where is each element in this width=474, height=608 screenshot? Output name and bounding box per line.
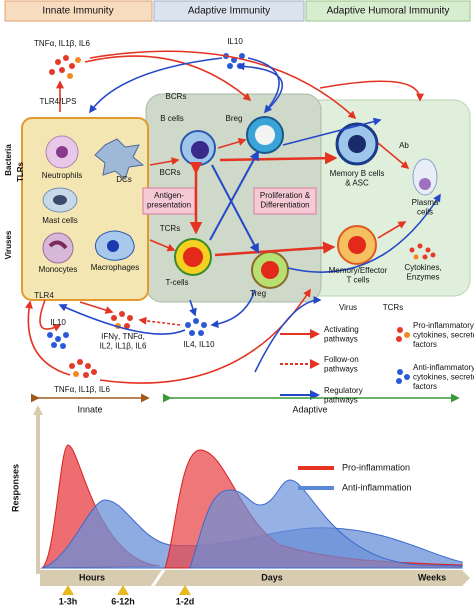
anti-label: cytokines, secretory	[413, 373, 474, 382]
memory-b-label: & ASC	[345, 179, 369, 188]
follow-label: Follow-on	[324, 355, 359, 364]
innate-label: Innate	[77, 404, 102, 414]
bcrs-top-label: BCRs	[166, 92, 187, 101]
tlr4-lps-label: TLR4/LPS	[40, 97, 77, 106]
tnf-top-label: TNFα, IL1β, IL6	[34, 39, 90, 48]
plasma-label: Plasma	[412, 198, 439, 207]
ifn-label: IL2, IL1β, IL6	[100, 342, 147, 351]
innate-label: Innate Immunity	[42, 6, 113, 17]
il4-label: IL4, IL10	[183, 340, 215, 349]
antigen-label: Antigen-	[154, 191, 184, 200]
layout	[4, 0, 471, 595]
bcrs-label: BCRs	[160, 168, 181, 177]
activating-label: Activating	[324, 325, 359, 334]
hours-label: Hours	[79, 572, 105, 582]
memory-t-label: Memory/Effector	[329, 266, 388, 275]
activating-label: pathways	[324, 335, 358, 344]
neutrophils-label: Neutrophils	[42, 171, 82, 180]
ab-label: Ab	[399, 141, 409, 150]
macrophages-label: Macrophages	[91, 263, 139, 272]
tlrs-label: TLRs	[16, 161, 25, 182]
humoral-label: Adaptive Humoral Immunity	[327, 6, 450, 17]
follow-label: pathways	[324, 365, 358, 374]
dcs-label: DCs	[116, 175, 132, 184]
anti-label: Anti-inflammatory	[413, 363, 474, 372]
cytokines-label: Enzymes	[407, 273, 440, 282]
adaptive-label: Adaptive Immunity	[188, 6, 270, 17]
prolif-label: Differentiation	[260, 201, 309, 210]
prolif-label: Proliferation &	[260, 191, 311, 200]
pro-label: Pro-inflammatory	[413, 321, 474, 330]
virus-label: Virus	[339, 303, 357, 312]
pro-label: factors	[413, 340, 437, 349]
t2-label: 6-12h	[111, 596, 135, 606]
anti-label: Anti-inflammation	[342, 482, 412, 492]
il10-top-label: IL10	[227, 37, 243, 46]
mast-label: Mast cells	[42, 216, 78, 225]
t1-label: 1-3h	[59, 596, 78, 606]
pro-label: cytokines, secretory	[413, 331, 474, 340]
tcrs-label: TCRs	[160, 224, 180, 233]
memory-t-label: T cells	[347, 276, 370, 285]
weeks-label: Weeks	[418, 572, 446, 582]
viruses-label: Viruses	[4, 230, 13, 259]
tnf-bottom-label: TNFα, IL1β, IL6	[54, 385, 110, 394]
regulatory-label: Regulatory	[324, 386, 363, 395]
tcrs-right-label: TCRs	[383, 303, 403, 312]
plasma-label: cells	[417, 208, 433, 217]
days-label: Days	[261, 572, 283, 582]
bcells-label: B cells	[160, 114, 184, 123]
anti-label: factors	[413, 382, 437, 391]
responses-label: Responses	[10, 464, 20, 512]
cytokines-label: Cytokines,	[404, 263, 441, 272]
monocytes-label: Monocytes	[39, 265, 78, 274]
t3-label: 1-2d	[176, 596, 195, 606]
antigen-label: presentation	[147, 201, 191, 210]
tlr4-label: TLR4	[34, 291, 54, 300]
regulatory-label: pathways	[324, 396, 358, 405]
pro-label: Pro-inflammation	[342, 462, 410, 472]
memory-b-label: Memory B cells	[330, 169, 385, 178]
tcells-label: T-cells	[165, 278, 188, 287]
il10-bottom-label: IL10	[50, 318, 66, 327]
bacteria-label: Bacteria	[4, 144, 13, 176]
treg-label: Treg	[250, 289, 266, 298]
adaptive-label: Adaptive	[292, 404, 327, 414]
breg-label: Breg	[226, 114, 243, 123]
ifn-label: IFNγ, TNFα,	[101, 332, 145, 341]
